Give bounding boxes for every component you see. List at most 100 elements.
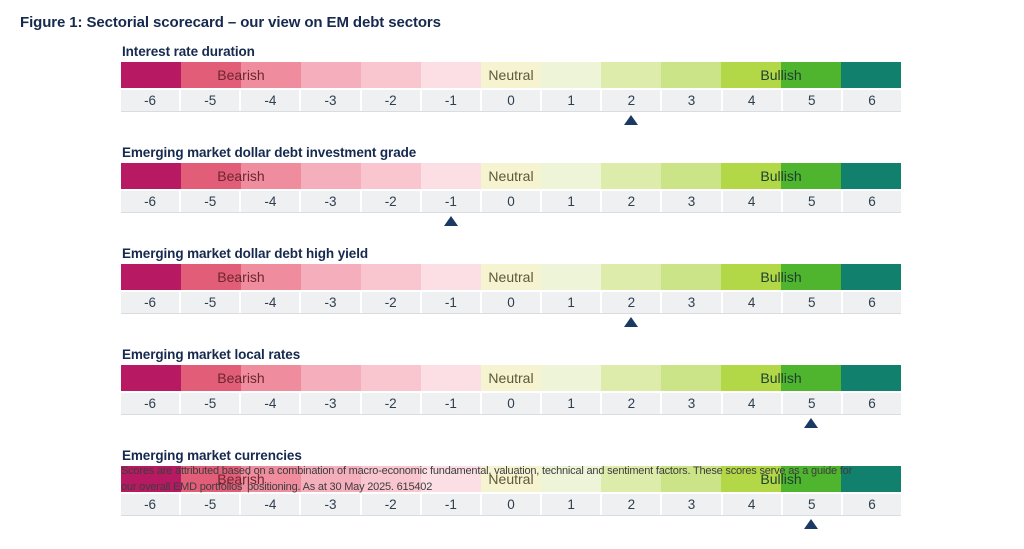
section-title: Emerging market dollar debt investment g… xyxy=(122,145,417,160)
marker-row xyxy=(121,418,901,431)
footnote-line: our overall EMD portfolios' positioning.… xyxy=(121,480,433,493)
color-cell xyxy=(181,62,241,88)
tick-label: 3 xyxy=(662,393,721,414)
tick-row: -6 -5 -4 -3 -2 -1 0 1 2 3 4 5 6 xyxy=(121,191,902,213)
tick-label: 4 xyxy=(722,191,781,212)
color-cell xyxy=(781,264,841,290)
tick-label: 6 xyxy=(842,292,902,313)
tick-label: 2 xyxy=(602,494,661,515)
tick-label: -5 xyxy=(181,191,240,212)
color-cell xyxy=(481,466,541,492)
tick-label: -3 xyxy=(301,292,360,313)
color-cell xyxy=(241,163,301,189)
color-cell xyxy=(241,264,301,290)
tick-label: 1 xyxy=(542,191,601,212)
tick-label: -6 xyxy=(121,393,180,414)
tick-label: -6 xyxy=(121,90,180,111)
tick-label: 1 xyxy=(542,292,601,313)
tick-label: -4 xyxy=(241,90,300,111)
color-cell xyxy=(481,264,541,290)
color-cell xyxy=(301,466,361,492)
color-cell xyxy=(301,365,361,391)
tick-label: 0 xyxy=(481,393,541,414)
tick-label: -2 xyxy=(361,90,420,111)
section-title: Emerging market currencies xyxy=(122,448,302,463)
color-cell xyxy=(121,163,181,189)
color-cell xyxy=(661,62,721,88)
tick-row: -6 -5 -4 -3 -2 -1 0 1 2 3 4 5 6 xyxy=(121,393,902,415)
color-cell xyxy=(481,62,541,88)
color-cell xyxy=(541,163,601,189)
tick-label: -1 xyxy=(421,90,480,111)
tick-label: 2 xyxy=(602,393,661,414)
color-cell xyxy=(421,62,481,88)
tick-label: -1 xyxy=(421,494,480,515)
color-cell xyxy=(721,163,781,189)
color-cell xyxy=(121,466,181,492)
color-cell xyxy=(361,264,421,290)
tick-label: 5 xyxy=(782,393,841,414)
section-title: Emerging market local rates xyxy=(122,347,301,362)
tick-label: 3 xyxy=(662,292,721,313)
color-cell xyxy=(601,62,661,88)
tick-label: -4 xyxy=(241,494,300,515)
color-cell xyxy=(721,365,781,391)
color-cell xyxy=(361,62,421,88)
color-cell xyxy=(661,466,721,492)
tick-label: -1 xyxy=(421,191,480,212)
tick-label: -3 xyxy=(301,494,360,515)
color-cell xyxy=(121,62,181,88)
section-title: Emerging market dollar debt high yield xyxy=(122,246,368,261)
color-cell xyxy=(421,264,481,290)
color-cell xyxy=(601,466,661,492)
tick-label: -6 xyxy=(121,191,180,212)
scorecard-section: Interest rate duration Bearish Neutral Bull… xyxy=(121,44,902,128)
color-cell xyxy=(661,365,721,391)
color-cell xyxy=(181,466,241,492)
score-color-bar: Bearish Neutral Bullish xyxy=(121,365,901,391)
score-color-bar: Bearish Neutral Bullish xyxy=(121,264,901,290)
tick-label: 6 xyxy=(842,191,902,212)
color-cell xyxy=(181,163,241,189)
figure-title: Figure 1: Sectorial scorecard – our view… xyxy=(20,14,441,31)
tick-label: 1 xyxy=(542,393,601,414)
tick-label: -3 xyxy=(301,90,360,111)
color-cell xyxy=(781,62,841,88)
color-cell xyxy=(361,163,421,189)
marker-row xyxy=(121,115,901,128)
score-marker-triangle-icon xyxy=(444,216,458,226)
tick-label: 6 xyxy=(842,90,902,111)
color-cell xyxy=(301,163,361,189)
tick-label: 6 xyxy=(842,494,902,515)
tick-label: -5 xyxy=(181,292,240,313)
tick-label: -5 xyxy=(181,90,240,111)
tick-label: 5 xyxy=(782,494,841,515)
marker-row xyxy=(121,317,901,330)
color-cell xyxy=(841,163,901,189)
color-cell xyxy=(781,365,841,391)
color-cell xyxy=(781,163,841,189)
color-cell xyxy=(361,365,421,391)
tick-label: 0 xyxy=(481,90,541,111)
color-cell xyxy=(541,62,601,88)
score-color-bar: Bearish Neutral Bullish xyxy=(121,62,901,88)
tick-label: -2 xyxy=(361,292,420,313)
color-cell xyxy=(841,62,901,88)
color-cell xyxy=(721,466,781,492)
tick-row: -6 -5 -4 -3 -2 -1 0 1 2 3 4 5 6 xyxy=(121,292,902,314)
color-cell xyxy=(661,264,721,290)
color-cell xyxy=(481,365,541,391)
tick-label: -1 xyxy=(421,393,480,414)
color-cell xyxy=(541,466,601,492)
tick-label: 4 xyxy=(722,494,781,515)
tick-label: 3 xyxy=(662,90,721,111)
score-color-bar: Bearish Neutral Bullish xyxy=(121,163,901,189)
color-cell xyxy=(841,264,901,290)
tick-label: 6 xyxy=(842,393,902,414)
color-cell xyxy=(601,365,661,391)
tick-label: -5 xyxy=(181,393,240,414)
tick-label: 0 xyxy=(481,191,541,212)
tick-label: -6 xyxy=(121,292,180,313)
color-cell xyxy=(421,365,481,391)
tick-label: -3 xyxy=(301,393,360,414)
